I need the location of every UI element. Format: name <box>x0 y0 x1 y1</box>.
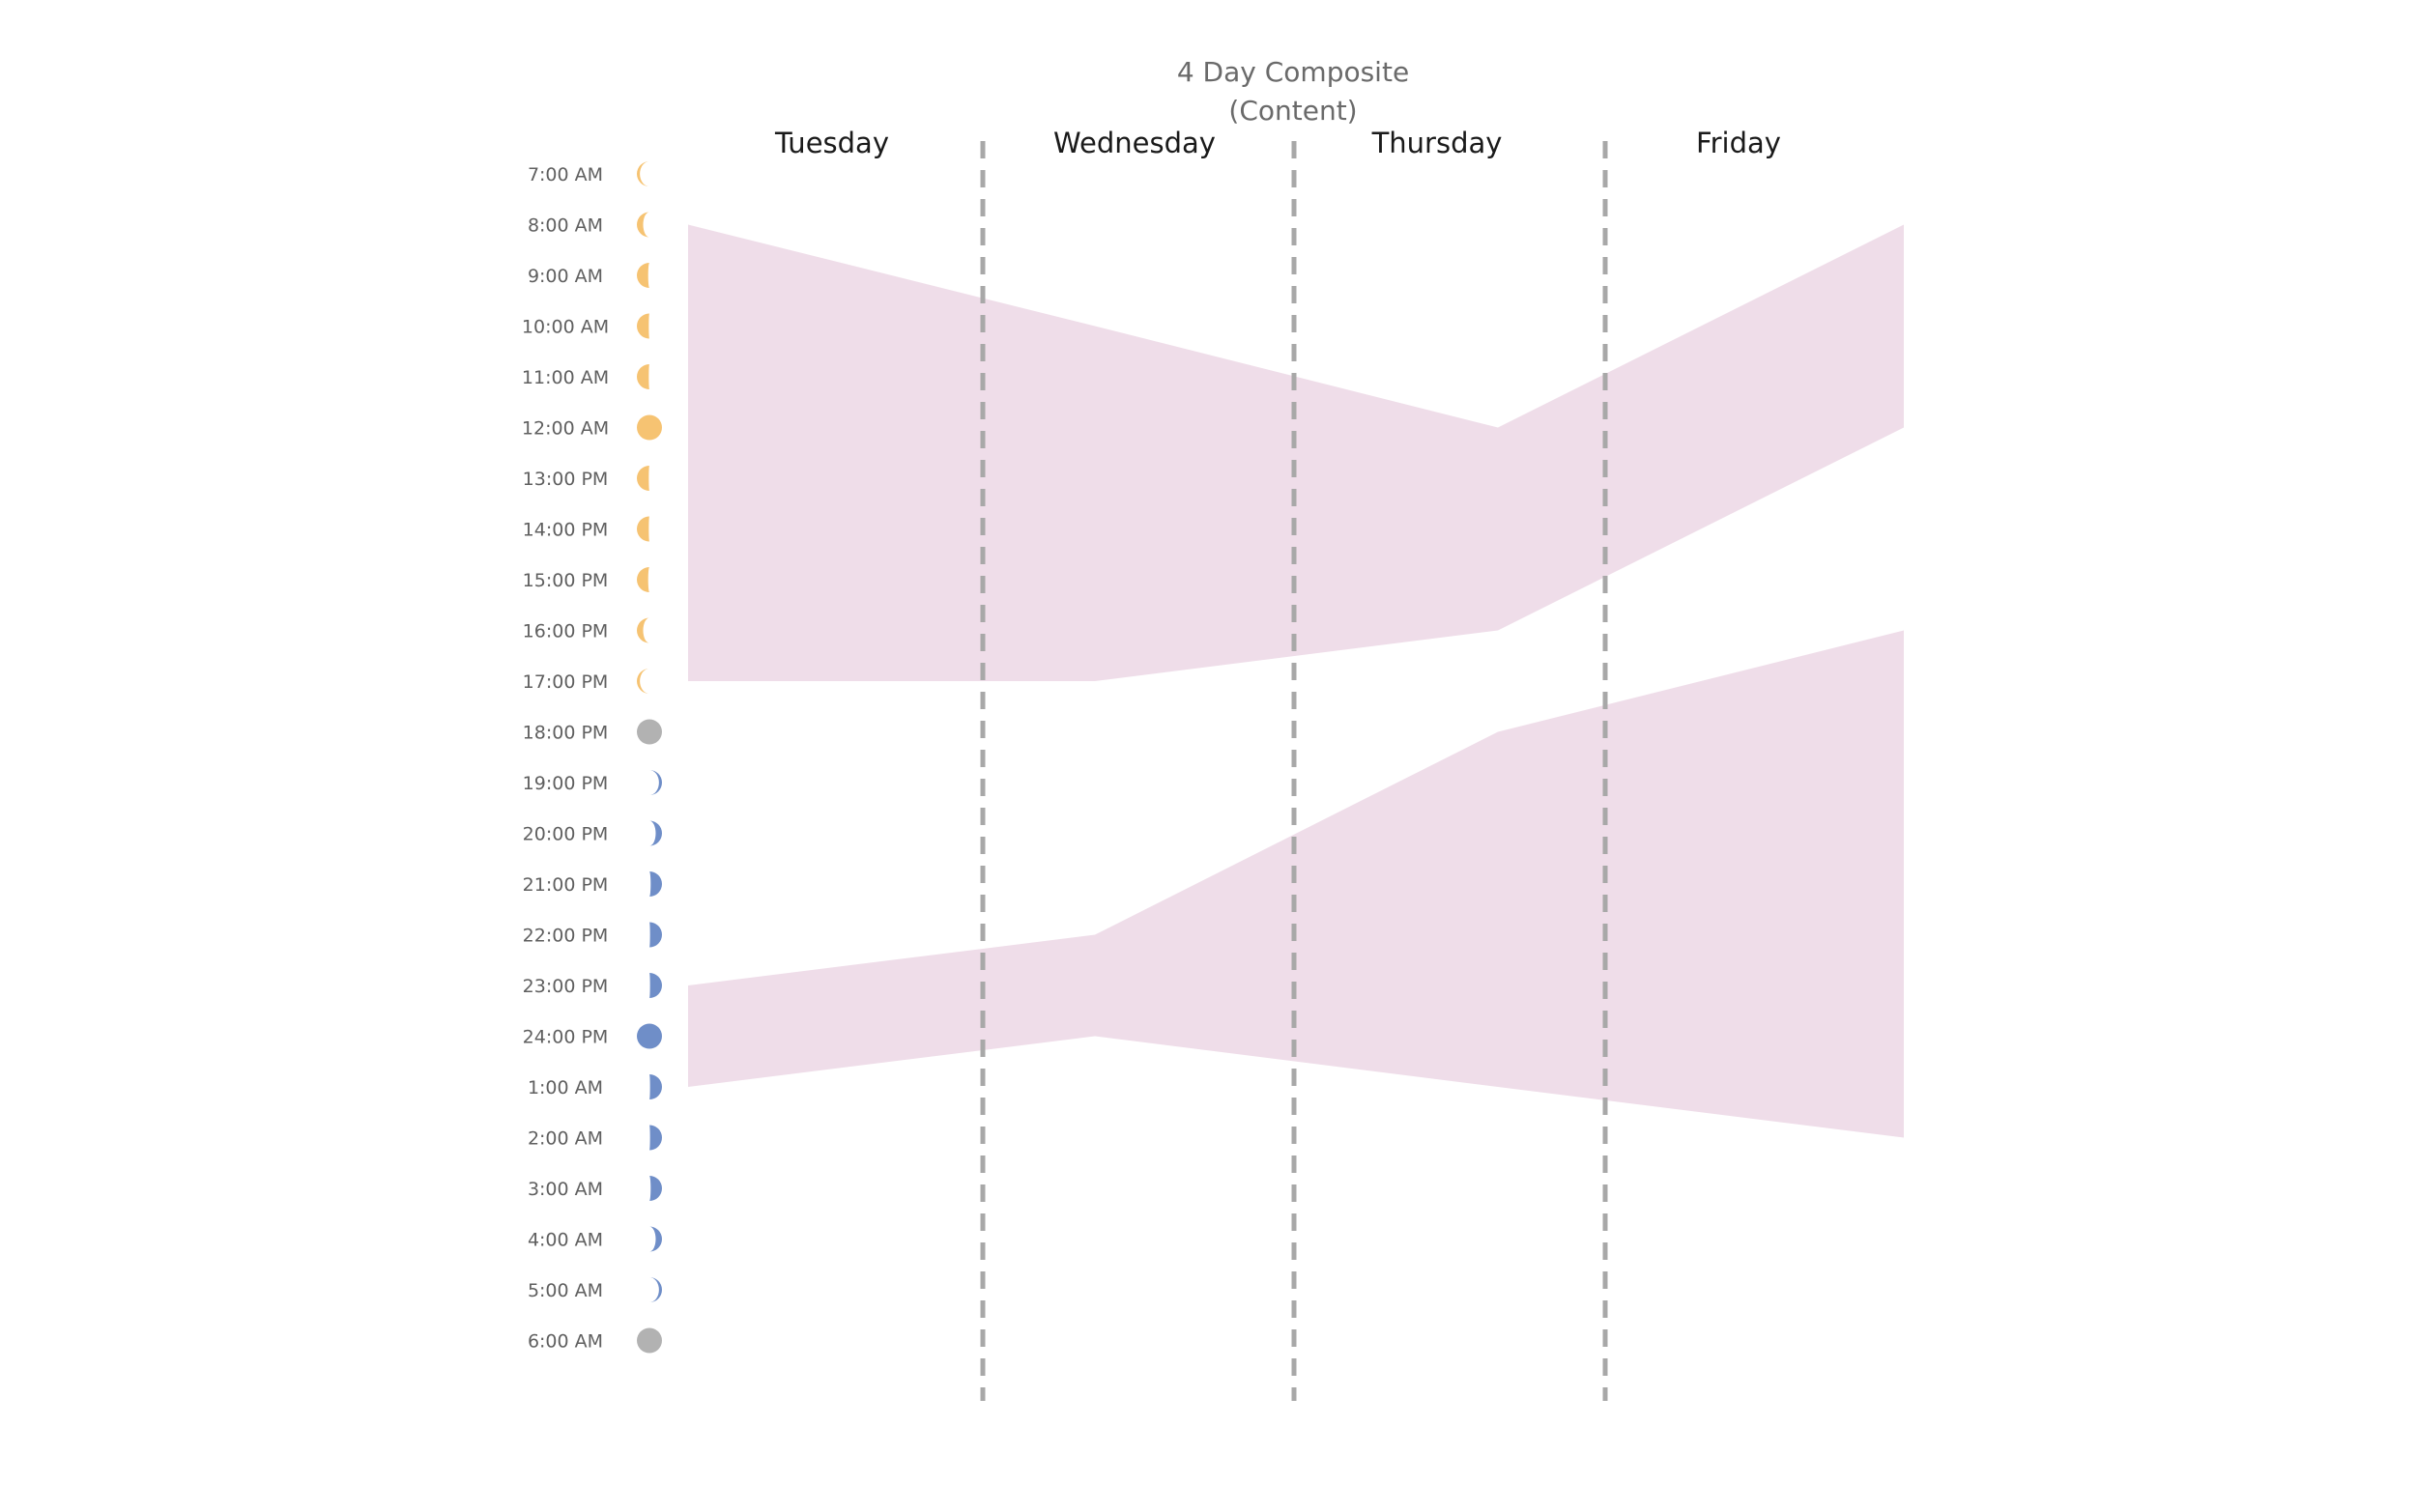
day-label-friday: Friday <box>1696 127 1781 159</box>
day-label-thursday: Thursday <box>1371 127 1503 159</box>
sun-crescent-icon <box>637 313 649 339</box>
day-dividers <box>980 141 1608 1401</box>
moon-crescent-icon <box>649 1074 662 1099</box>
content-band-1 <box>688 224 1904 681</box>
time-label: 18:00 PM <box>523 723 609 744</box>
moon-crescent-icon <box>649 820 663 846</box>
day-label-wednesday: Wednesday <box>1053 127 1216 159</box>
phase-icons <box>637 161 663 1354</box>
time-label: 10:00 AM <box>522 317 609 338</box>
moon-crescent-icon <box>649 1176 662 1201</box>
sun-crescent-icon <box>637 617 649 643</box>
full-moon-icon <box>637 1023 662 1049</box>
time-label: 17:00 PM <box>523 671 609 693</box>
content-bands <box>688 224 1904 1138</box>
day-label-tuesday: Tuesday <box>774 127 889 159</box>
time-label: 6:00 AM <box>528 1331 603 1353</box>
moon-crescent-icon <box>649 770 662 795</box>
time-label: 8:00 AM <box>528 215 603 237</box>
time-label: 7:00 AM <box>528 164 603 185</box>
time-label: 23:00 PM <box>523 976 609 997</box>
moon-crescent-icon <box>649 1226 663 1252</box>
time-label: 24:00 PM <box>523 1027 609 1048</box>
time-label: 13:00 PM <box>523 469 609 490</box>
time-label: 4:00 AM <box>528 1230 603 1251</box>
time-label: 15:00 PM <box>523 570 609 591</box>
sun-crescent-icon <box>637 212 649 238</box>
time-label: 11:00 AM <box>522 367 609 388</box>
chart-subtitle: (Content) <box>1228 95 1357 127</box>
content-band-2 <box>688 630 1904 1138</box>
moon-crescent-icon <box>649 1125 663 1151</box>
time-label: 12:00 AM <box>522 418 609 440</box>
time-label: 14:00 PM <box>523 520 609 541</box>
time-labels: 7:00 AM 8:00 AM 9:00 AM 10:00 AM 11:00 AM 12:… <box>522 164 609 1353</box>
time-label: 21:00 PM <box>523 874 609 896</box>
sun-crescent-icon <box>637 669 649 694</box>
time-label: 3:00 AM <box>528 1179 603 1200</box>
moon-crescent-icon <box>649 973 662 998</box>
moon-crescent-icon <box>649 922 663 948</box>
sun-crescent-icon <box>637 364 649 389</box>
moon-crescent-icon <box>649 871 662 897</box>
sun-crescent-icon <box>637 466 649 491</box>
sun-crescent-icon <box>637 263 649 288</box>
time-label: 5:00 AM <box>528 1280 603 1301</box>
day-labels: Tuesday Wednesday Thursday Friday <box>774 127 1781 159</box>
sun-crescent-icon <box>637 516 649 542</box>
time-label: 2:00 AM <box>528 1128 603 1150</box>
chart-title: 4 Day Composite <box>1177 56 1409 88</box>
transition-circle-icon <box>637 719 662 745</box>
full-sun-icon <box>637 414 662 441</box>
transition-circle-icon <box>637 1327 662 1354</box>
time-label: 22:00 PM <box>523 926 609 947</box>
time-label: 16:00 PM <box>523 621 609 642</box>
time-label: 1:00 AM <box>528 1077 603 1098</box>
time-label: 20:00 PM <box>523 824 609 845</box>
time-label: 9:00 AM <box>528 266 603 287</box>
sun-crescent-icon <box>637 161 649 186</box>
time-label: 19:00 PM <box>523 773 609 794</box>
sun-crescent-icon <box>637 567 649 592</box>
moon-crescent-icon <box>649 1277 662 1302</box>
